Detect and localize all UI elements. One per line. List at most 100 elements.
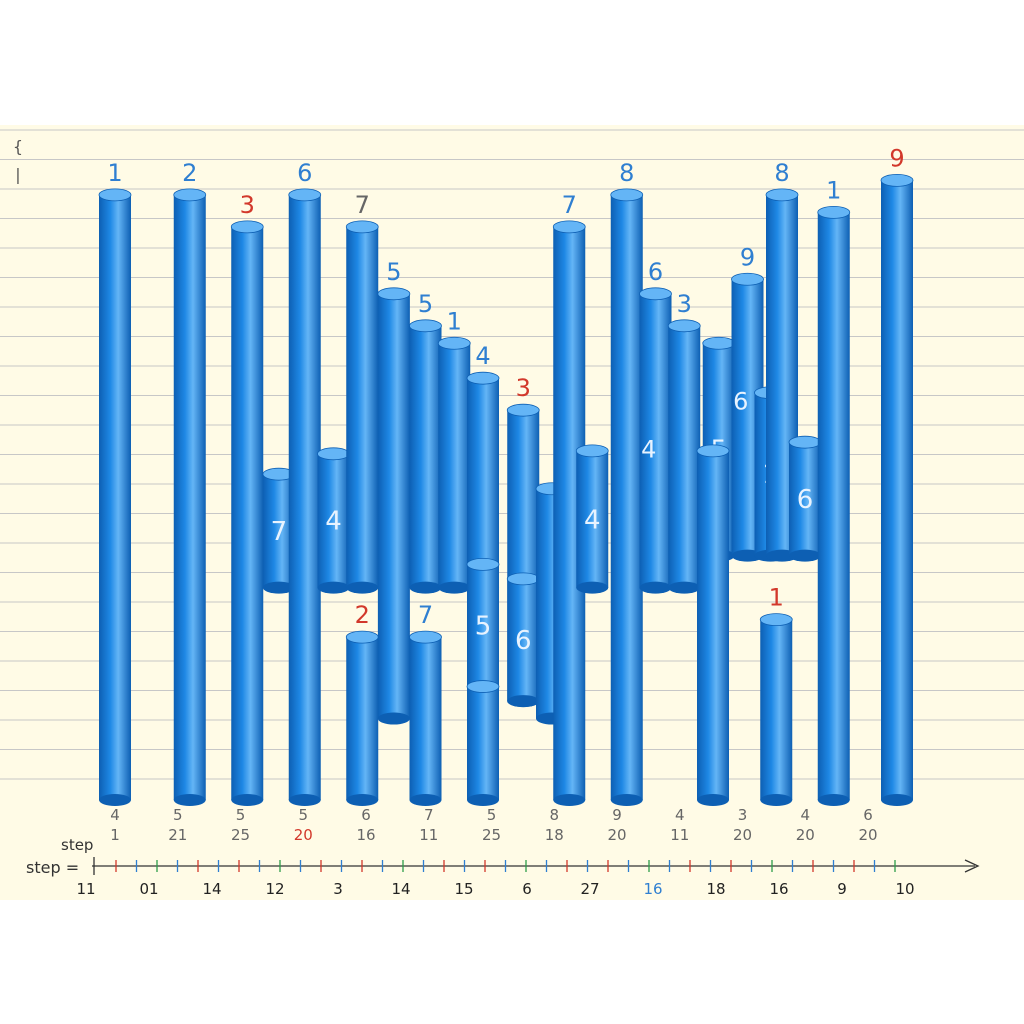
column-cap — [409, 319, 442, 333]
column-label: 3 — [240, 191, 255, 219]
column-label: 7 — [418, 601, 433, 629]
axis-tick-label: 12 — [265, 880, 284, 898]
bottom-label-bottom: 20 — [294, 826, 313, 844]
column-label: 5 — [418, 290, 433, 318]
column-base — [409, 794, 442, 806]
column-inner-label: 4 — [325, 507, 342, 537]
column-label: 1 — [826, 176, 841, 204]
column-base — [789, 549, 821, 562]
column-bar — [173, 194, 206, 801]
bottom-label-top: 3 — [738, 806, 748, 824]
axis-tick-label: 01 — [139, 880, 158, 898]
column-cap — [317, 447, 350, 461]
column-label: 8 — [619, 159, 634, 187]
column-label: 9 — [889, 144, 904, 172]
column-inner-label: 7 — [271, 517, 288, 547]
column-cap — [345, 220, 379, 234]
column-cap — [98, 188, 132, 202]
bottom-label-top: 4 — [110, 806, 120, 824]
bottom-label-bottom: 25 — [482, 826, 501, 844]
bottom-label-top: 5 — [298, 806, 308, 824]
column-bar — [817, 212, 850, 800]
axis-tick-label: 11 — [76, 880, 95, 898]
bottom-label-bottom: 21 — [168, 826, 187, 844]
bottom-label-top: 8 — [549, 806, 559, 824]
column-cap — [552, 220, 586, 234]
column-bar — [760, 619, 793, 800]
column-cap — [437, 336, 471, 350]
bottom-label-top: 5 — [173, 806, 183, 824]
column-cap — [230, 220, 264, 234]
bottom-label-bottom: 16 — [356, 826, 375, 844]
column-bar — [377, 293, 410, 719]
column-label: 7 — [355, 191, 370, 219]
axis-tick-label: 3 — [333, 880, 343, 898]
column-bar — [467, 378, 499, 588]
column-bar — [346, 226, 379, 588]
column-base — [881, 794, 913, 806]
column-inner-label: 5 — [475, 611, 492, 641]
column-base — [288, 794, 321, 806]
column-label: 8 — [774, 159, 789, 187]
column-inner-label: 6 — [515, 626, 532, 656]
column-inner-label: 4 — [584, 505, 601, 535]
bottom-label-top: 6 — [863, 806, 873, 824]
column-cap — [765, 188, 799, 202]
column-base — [173, 794, 206, 806]
axis-tick-label: 15 — [454, 880, 473, 898]
bottom-label-bottom: 20 — [796, 826, 815, 844]
bottom-label-bottom: 1 — [110, 826, 120, 844]
column-base — [553, 794, 586, 806]
column-cap — [696, 444, 730, 458]
column-label: 2 — [355, 601, 370, 629]
column-label: 6 — [648, 258, 663, 286]
bottom-label-top: 6 — [361, 806, 371, 824]
column-cap — [506, 572, 540, 586]
column-bar — [789, 442, 821, 556]
column-base — [576, 581, 609, 594]
column-bar — [610, 194, 643, 801]
column-label: 3 — [677, 290, 692, 318]
column-bar — [507, 578, 540, 702]
column-base — [377, 712, 410, 725]
column-base — [99, 794, 131, 806]
axis-tick-label: 18 — [706, 880, 725, 898]
column-bar — [231, 226, 264, 801]
bottom-label-bottom: 18 — [545, 826, 564, 844]
column-base — [409, 581, 442, 594]
column-cap — [759, 613, 793, 627]
axis-tick-label: 16 — [643, 880, 662, 898]
axis-tick-label: 9 — [837, 880, 847, 898]
column-bar — [639, 293, 672, 588]
axis-tick-label: 16 — [769, 880, 788, 898]
bottom-label-top: 4 — [675, 806, 685, 824]
bottom-label-bottom: 25 — [231, 826, 250, 844]
column-cap — [788, 435, 822, 449]
column-cap — [880, 173, 914, 187]
column-label: 2 — [182, 159, 197, 187]
column-base — [507, 695, 540, 708]
column-cap — [345, 630, 379, 644]
column-label: 1 — [769, 584, 784, 612]
column-cap — [466, 371, 500, 385]
bottom-label-bottom: 20 — [733, 826, 752, 844]
column-label: 1 — [447, 307, 462, 335]
bottom-label-top: 5 — [236, 806, 246, 824]
column-base — [610, 794, 643, 806]
column-base — [317, 581, 350, 594]
column-label: 7 — [562, 191, 577, 219]
bottom-label-bottom: 11 — [670, 826, 689, 844]
axis-tick-label: 14 — [202, 880, 221, 898]
column-label: 4 — [475, 342, 490, 370]
column-label: 6 — [297, 159, 312, 187]
axis-tick-label: 6 — [522, 880, 532, 898]
axis-tick-label: 27 — [580, 880, 599, 898]
column-bar — [881, 180, 913, 800]
inner-label: 4 — [641, 435, 656, 463]
column-inner-label: 6 — [797, 485, 814, 515]
column-cap — [817, 205, 851, 219]
bottom-label-top: 5 — [487, 806, 497, 824]
column-bar — [438, 343, 471, 588]
column-bar — [576, 450, 609, 588]
